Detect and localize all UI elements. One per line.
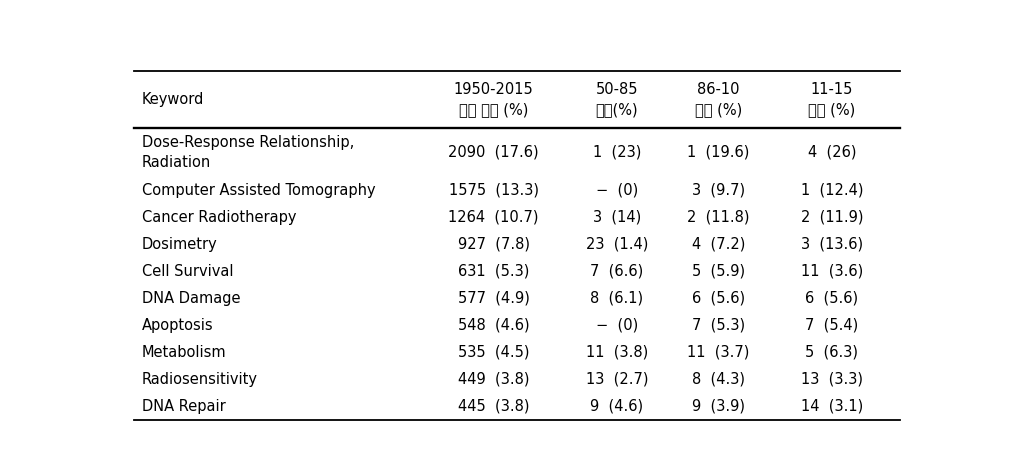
Text: 927  (7.8): 927 (7.8): [458, 237, 530, 252]
Text: 11  (3.7): 11 (3.7): [687, 345, 750, 359]
Text: 5  (5.9): 5 (5.9): [692, 264, 745, 279]
Text: Dosimetry: Dosimetry: [141, 237, 218, 252]
Text: 1  (12.4): 1 (12.4): [800, 183, 863, 198]
Text: 2  (11.8): 2 (11.8): [687, 210, 750, 225]
Text: 577  (4.9): 577 (4.9): [458, 291, 530, 306]
Text: 9  (4.6): 9 (4.6): [590, 399, 644, 413]
Text: 11-15
순위 (%): 11-15 순위 (%): [808, 82, 856, 117]
Text: 9  (3.9): 9 (3.9): [692, 399, 745, 413]
Text: 631  (5.3): 631 (5.3): [458, 264, 530, 279]
Text: 535  (4.5): 535 (4.5): [458, 345, 530, 359]
Text: 1  (19.6): 1 (19.6): [687, 145, 750, 160]
Text: Cell Survival: Cell Survival: [141, 264, 233, 279]
Text: 4  (26): 4 (26): [807, 145, 856, 160]
Text: 7  (5.3): 7 (5.3): [692, 318, 745, 333]
Text: 3  (13.6): 3 (13.6): [801, 237, 863, 252]
Text: 11  (3.8): 11 (3.8): [585, 345, 648, 359]
Text: Apoptosis: Apoptosis: [141, 318, 213, 333]
Text: 23  (1.4): 23 (1.4): [585, 237, 648, 252]
Text: 449  (3.8): 449 (3.8): [458, 372, 530, 386]
Text: 3  (14): 3 (14): [592, 210, 641, 225]
Text: 8  (4.3): 8 (4.3): [692, 372, 745, 386]
Text: 8  (6.1): 8 (6.1): [590, 291, 644, 306]
Text: 445  (3.8): 445 (3.8): [458, 399, 530, 413]
Text: 4  (7.2): 4 (7.2): [692, 237, 746, 252]
Text: Keyword: Keyword: [141, 92, 204, 107]
Text: 548  (4.6): 548 (4.6): [458, 318, 530, 333]
Text: Radiosensitivity: Radiosensitivity: [141, 372, 257, 386]
Text: 11  (3.6): 11 (3.6): [801, 264, 863, 279]
Text: 2090  (17.6): 2090 (17.6): [448, 145, 539, 160]
Text: 50-85
순위(%): 50-85 순위(%): [595, 82, 638, 117]
Text: Computer Assisted Tomography: Computer Assisted Tomography: [141, 183, 375, 198]
Text: −  (0): − (0): [595, 318, 638, 333]
Text: Cancer Radiotherapy: Cancer Radiotherapy: [141, 210, 297, 225]
Text: 1950-2015
발간 편수 (%): 1950-2015 발간 편수 (%): [454, 82, 534, 117]
Text: 14  (3.1): 14 (3.1): [801, 399, 863, 413]
Text: 5  (6.3): 5 (6.3): [805, 345, 859, 359]
Text: 7  (6.6): 7 (6.6): [590, 264, 644, 279]
Text: 1264  (10.7): 1264 (10.7): [448, 210, 539, 225]
Text: DNA Repair: DNA Repair: [141, 399, 226, 413]
Text: 13  (2.7): 13 (2.7): [585, 372, 648, 386]
Text: Dose-Response Relationship,
Radiation: Dose-Response Relationship, Radiation: [141, 135, 354, 170]
Text: DNA Damage: DNA Damage: [141, 291, 240, 306]
Text: 1575  (13.3): 1575 (13.3): [449, 183, 539, 198]
Text: 6  (5.6): 6 (5.6): [692, 291, 745, 306]
Text: 1  (23): 1 (23): [592, 145, 641, 160]
Text: 3  (9.7): 3 (9.7): [692, 183, 745, 198]
Text: 2  (11.9): 2 (11.9): [800, 210, 863, 225]
Text: 86-10
순위 (%): 86-10 순위 (%): [695, 82, 742, 117]
Text: 7  (5.4): 7 (5.4): [805, 318, 859, 333]
Text: Metabolism: Metabolism: [141, 345, 226, 359]
Text: 13  (3.3): 13 (3.3): [801, 372, 863, 386]
Text: 6  (5.6): 6 (5.6): [805, 291, 859, 306]
Text: −  (0): − (0): [595, 183, 638, 198]
